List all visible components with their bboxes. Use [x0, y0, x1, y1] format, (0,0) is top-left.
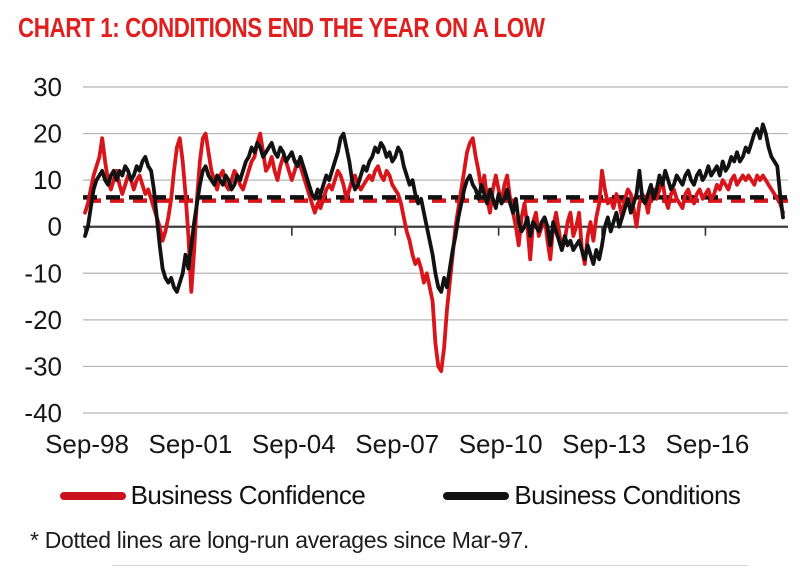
scan-artifact-line [112, 565, 748, 566]
x-tick-label-Sep-98: Sep-98 [45, 429, 129, 459]
legend-item-conditions: Business Conditions [443, 480, 741, 511]
chart-title: CHART 1: CONDITIONS END THE YEAR ON A LO… [18, 12, 545, 43]
x-tick-label-Sep-10: Sep-10 [459, 429, 543, 459]
confidence-line-swatch [59, 491, 126, 500]
x-tick-label-Sep-16: Sep-16 [666, 429, 750, 459]
y-tick-label-20: 20 [33, 119, 62, 149]
series-line-business-confidence [83, 131, 785, 374]
chart-legend: Business Confidence Business Conditions [0, 480, 800, 511]
chart-footnote: * Dotted lines are long-run averages sin… [30, 527, 529, 553]
y-tick-label-30: 30 [33, 72, 62, 102]
x-tick-label-Sep-01: Sep-01 [148, 429, 232, 459]
legend-label-confidence: Business Confidence [130, 480, 366, 510]
x-tick-label-Sep-13: Sep-13 [562, 429, 646, 459]
y-tick-label--30: -30 [24, 351, 62, 381]
y-tick-label--40: -40 [24, 398, 62, 428]
x-tick-label-Sep-04: Sep-04 [252, 429, 336, 459]
x-tick-label-Sep-07: Sep-07 [355, 429, 439, 459]
y-tick-label--20: -20 [24, 305, 62, 335]
legend-label-conditions: Business Conditions [514, 480, 741, 510]
y-tick-label-0: 0 [48, 212, 62, 242]
conditions-line-swatch [443, 491, 510, 500]
y-tick-label--10: -10 [24, 258, 62, 288]
legend-item-confidence: Business Confidence [59, 480, 366, 511]
series-line-business-conditions [83, 122, 785, 294]
y-tick-label-10: 10 [33, 165, 62, 195]
